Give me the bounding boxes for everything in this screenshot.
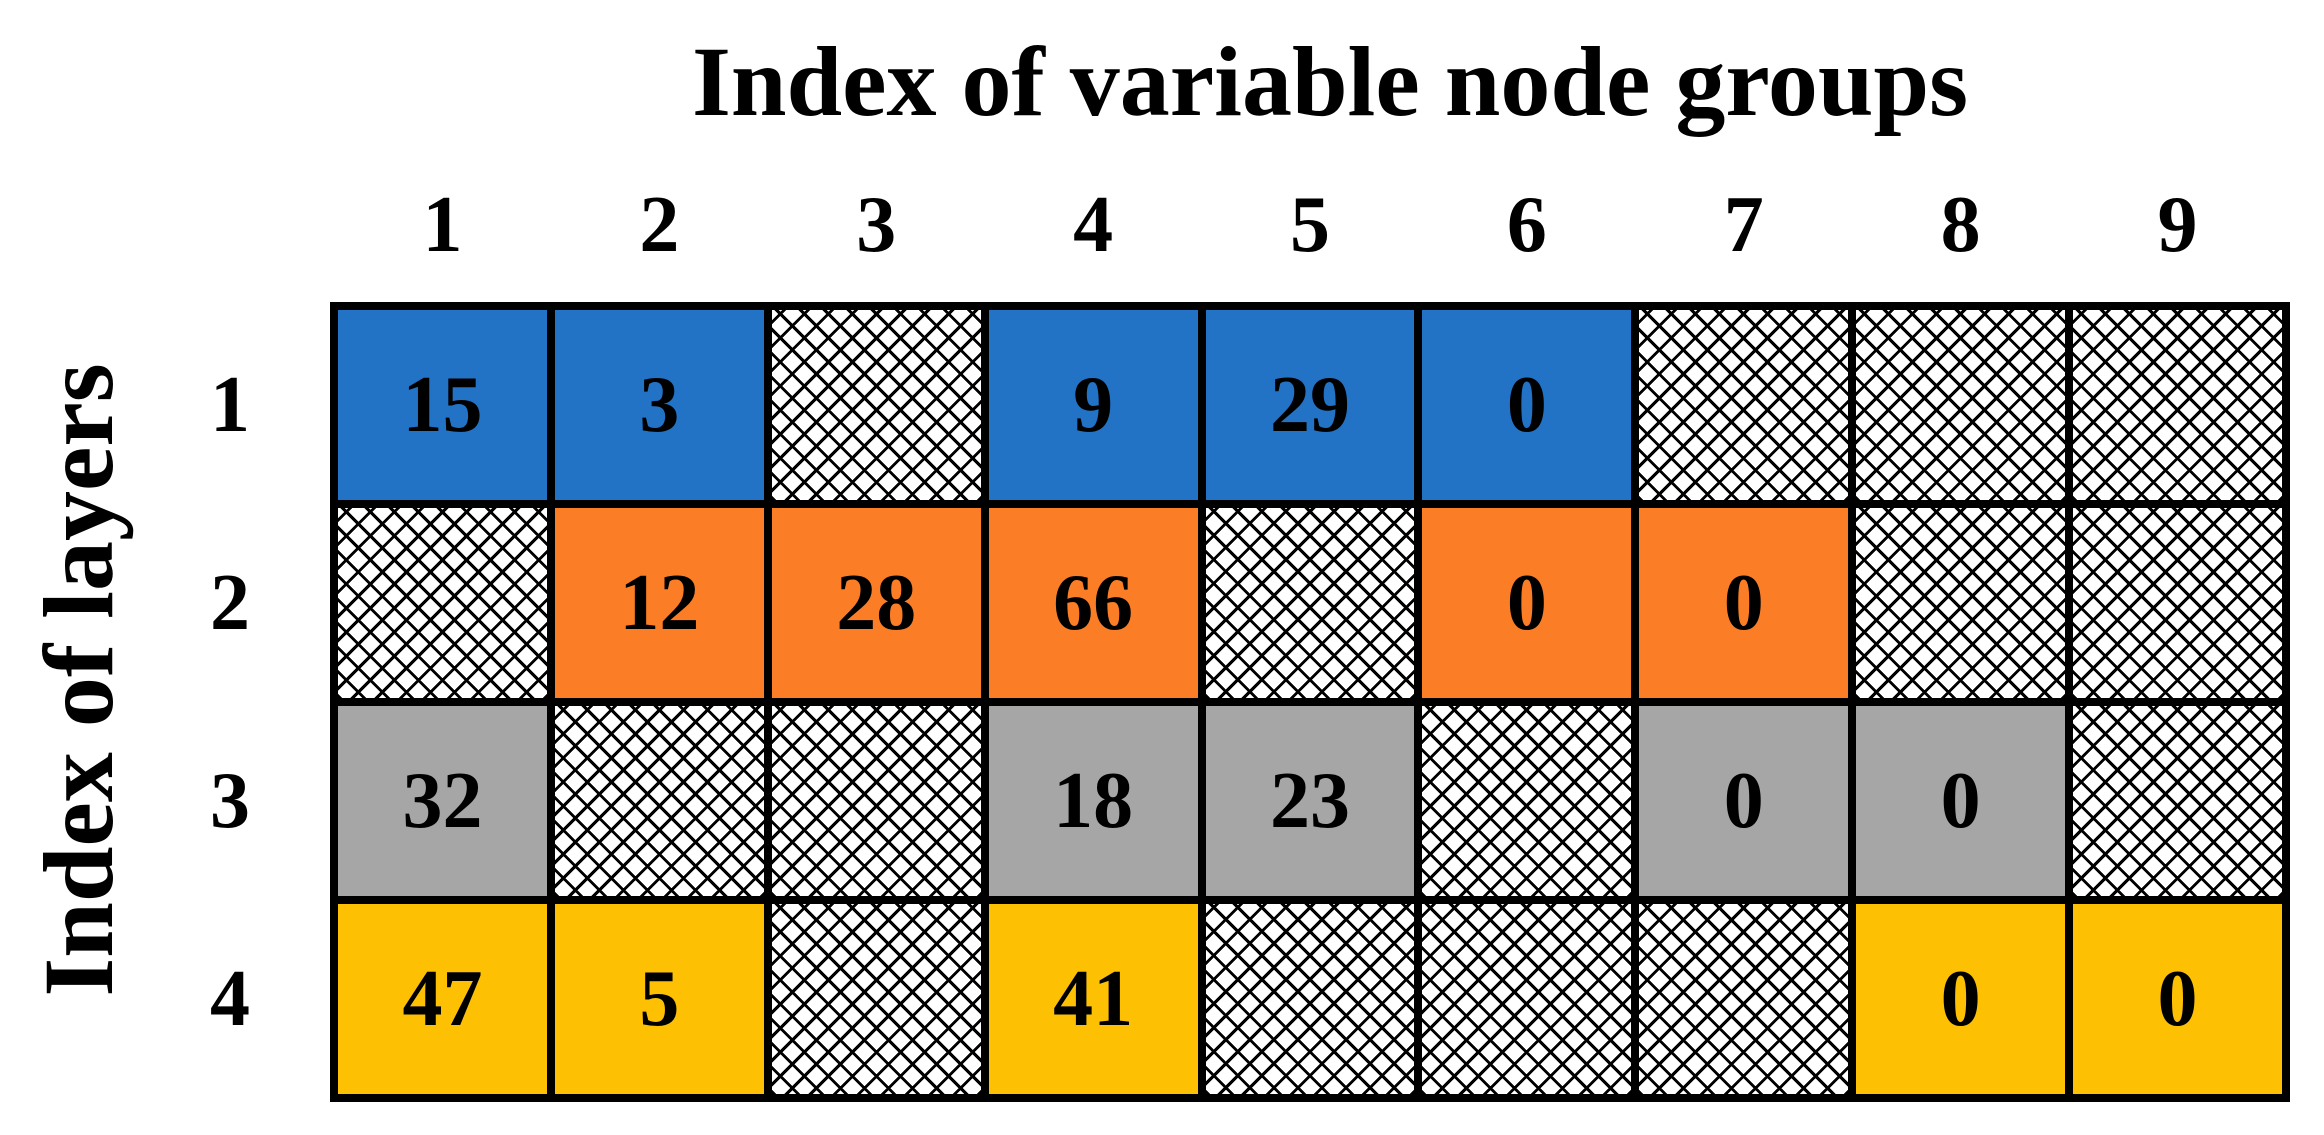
- value-cell: 23: [1205, 706, 1415, 896]
- column-header: 7: [1723, 181, 1764, 269]
- value-cell: 18: [988, 706, 1198, 896]
- empty-cell: [1422, 706, 1632, 896]
- column-header: 5: [1290, 181, 1330, 269]
- empty-cell: [2073, 310, 2282, 500]
- empty-cell: [771, 904, 981, 1094]
- y-axis-title: Index of layers: [23, 363, 134, 997]
- value-cell: 0: [1856, 904, 2066, 1094]
- value-cell: 0: [1422, 508, 1632, 698]
- column-header: 3: [856, 181, 897, 269]
- empty-cell: [1639, 904, 1849, 1094]
- empty-cell: [771, 706, 981, 896]
- value-cell: 0: [2073, 904, 2282, 1094]
- value-cell: 29: [1205, 310, 1415, 500]
- empty-cell: [2073, 706, 2282, 896]
- empty-cell: [1205, 904, 1415, 1094]
- empty-cell: [338, 508, 547, 698]
- value-cell: 0: [1856, 706, 2066, 896]
- empty-cell: [1856, 310, 2066, 500]
- column-header: 1: [422, 181, 463, 269]
- value-cell: 66: [988, 508, 1198, 698]
- value-cell: 32: [338, 706, 547, 896]
- value-cell: 5: [554, 904, 764, 1094]
- column-header: 6: [1506, 181, 1547, 269]
- column-header: 4: [1073, 181, 1114, 269]
- value-cell: 0: [1639, 706, 1849, 896]
- value-cell: 3: [554, 310, 764, 500]
- row-header: 2: [210, 559, 250, 647]
- empty-cell: [1639, 310, 1849, 500]
- empty-cell: [1205, 508, 1415, 698]
- empty-cell: [771, 310, 981, 500]
- row-header: 4: [210, 955, 250, 1043]
- column-header: 8: [1940, 181, 1981, 269]
- empty-cell: [1856, 508, 2066, 698]
- value-cell: 0: [1422, 310, 1632, 500]
- value-cell: 28: [771, 508, 981, 698]
- column-header: 2: [639, 181, 680, 269]
- value-cell: 47: [338, 904, 547, 1094]
- value-cell: 41: [988, 904, 1198, 1094]
- x-axis-title: Index of variable node groups: [691, 26, 1969, 137]
- empty-cell: [2073, 508, 2282, 698]
- value-cell: 0: [1639, 508, 1849, 698]
- value-cell: 12: [554, 508, 764, 698]
- row-header: 1: [210, 361, 250, 449]
- column-header: 9: [2157, 181, 2198, 269]
- layer-group-grid: 15 3 9 29 0 12 28 66 0 0 32 18 23 0 0 47 5 41 0 0: [330, 302, 2290, 1102]
- empty-cell: [1422, 904, 1632, 1094]
- row-header: 3: [210, 757, 250, 845]
- value-cell: 9: [988, 310, 1198, 500]
- value-cell: 15: [338, 310, 547, 500]
- empty-cell: [554, 706, 764, 896]
